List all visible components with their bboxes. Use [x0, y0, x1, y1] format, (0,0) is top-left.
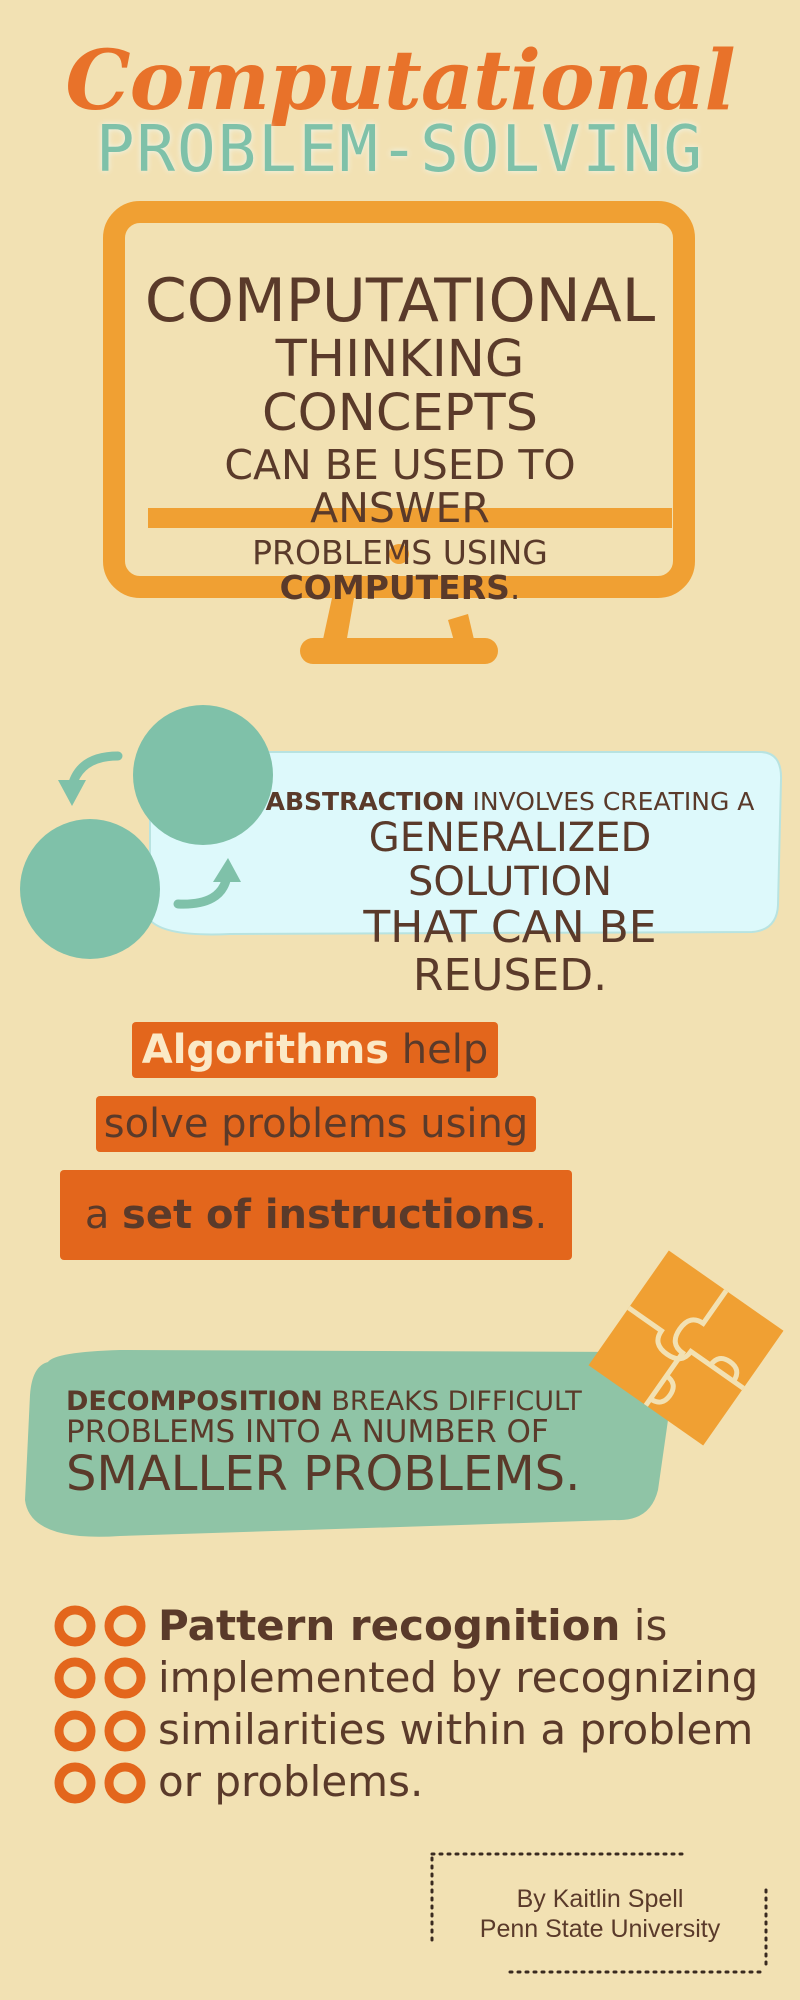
pattern-bold: Pattern recognition — [158, 1601, 621, 1650]
circles-icon — [20, 705, 273, 959]
decomposition-line-1: DECOMPOSITION BREAKS DIFFICULT — [66, 1386, 586, 1417]
decomposition-line-3: SMALLER PROBLEMS. — [66, 1445, 581, 1502]
algorithms-box-2: solve problems using — [96, 1096, 536, 1152]
title-subtitle: PROBLEM-SOLVING — [96, 113, 704, 187]
decomposition-rest: BREAKS DIFFICULT — [322, 1386, 582, 1417]
algorithms-line-3-pre: a — [84, 1192, 123, 1238]
pattern-line-1: Pattern recognition is — [158, 1600, 778, 1652]
monitor-line-4: PROBLEMS USING COMPUTERS. — [130, 533, 670, 607]
pattern-statement: Pattern recognition is implemented by re… — [158, 1600, 778, 1808]
abstraction-rest: INVOLVES CREATING A — [464, 787, 755, 816]
abstraction-statement: ABSTRACTION INVOLVES CREATING A GENERALI… — [262, 788, 758, 1000]
algorithms-bold: Algorithms — [141, 1027, 390, 1073]
monitor-line-1: COMPUTATIONAL — [144, 266, 656, 336]
credit-frame — [430, 1852, 768, 1974]
decomposition-bold: DECOMPOSITION — [66, 1386, 323, 1417]
monitor-statement: COMPUTATIONAL THINKING CONCEPTS CAN BE U… — [130, 270, 670, 605]
pattern-rest: is — [620, 1601, 668, 1650]
algorithms-box-3: a set of instructions. — [60, 1170, 572, 1260]
pattern-line-2: implemented by recognizing — [158, 1653, 759, 1702]
title-script: Computational — [65, 33, 735, 129]
abstraction-bold: ABSTRACTION — [265, 787, 465, 816]
abstraction-line-3: THAT CAN BE REUSED. — [363, 901, 657, 1001]
monitor-line-2: THINKING CONCEPTS — [261, 330, 539, 443]
algorithms-box-1: Algorithms help — [132, 1022, 498, 1078]
credit-org: Penn State University — [479, 1915, 721, 1943]
monitor-line-4-post: . — [509, 567, 521, 607]
puzzle-icon — [588, 1250, 784, 1446]
monitor-line-3: CAN BE USED TO ANSWER — [224, 441, 576, 533]
credit-author: By Kaitlin Spell — [516, 1885, 684, 1913]
decomposition-statement: DECOMPOSITION BREAKS DIFFICULT PROBLEMS … — [66, 1386, 586, 1502]
pattern-line-3: similarities within a problem — [158, 1705, 754, 1754]
decomposition-line-2: PROBLEMS INTO A NUMBER OF — [66, 1414, 549, 1451]
algorithms-line-3-bold: set of instructions — [122, 1192, 535, 1238]
pattern-line-4: or problems. — [158, 1757, 424, 1806]
credit-block: By Kaitlin Spell Penn State University — [440, 1884, 760, 1944]
algorithms-line-2: solve problems using — [103, 1101, 529, 1147]
algorithms-rest: help — [389, 1027, 489, 1073]
monitor-icon — [103, 201, 695, 664]
abstraction-line-2: GENERALIZED SOLUTION — [368, 814, 652, 905]
decomposition-bubble — [25, 1350, 673, 1537]
monitor-line-4-pre: PROBLEMS USING — [252, 533, 548, 573]
abstraction-line-1: ABSTRACTION INVOLVES CREATING A — [262, 788, 758, 816]
pattern-rings-icon — [54, 1605, 146, 1804]
monitor-line-4-bold: COMPUTERS — [279, 567, 510, 607]
algorithms-line-3-post: . — [534, 1192, 548, 1238]
